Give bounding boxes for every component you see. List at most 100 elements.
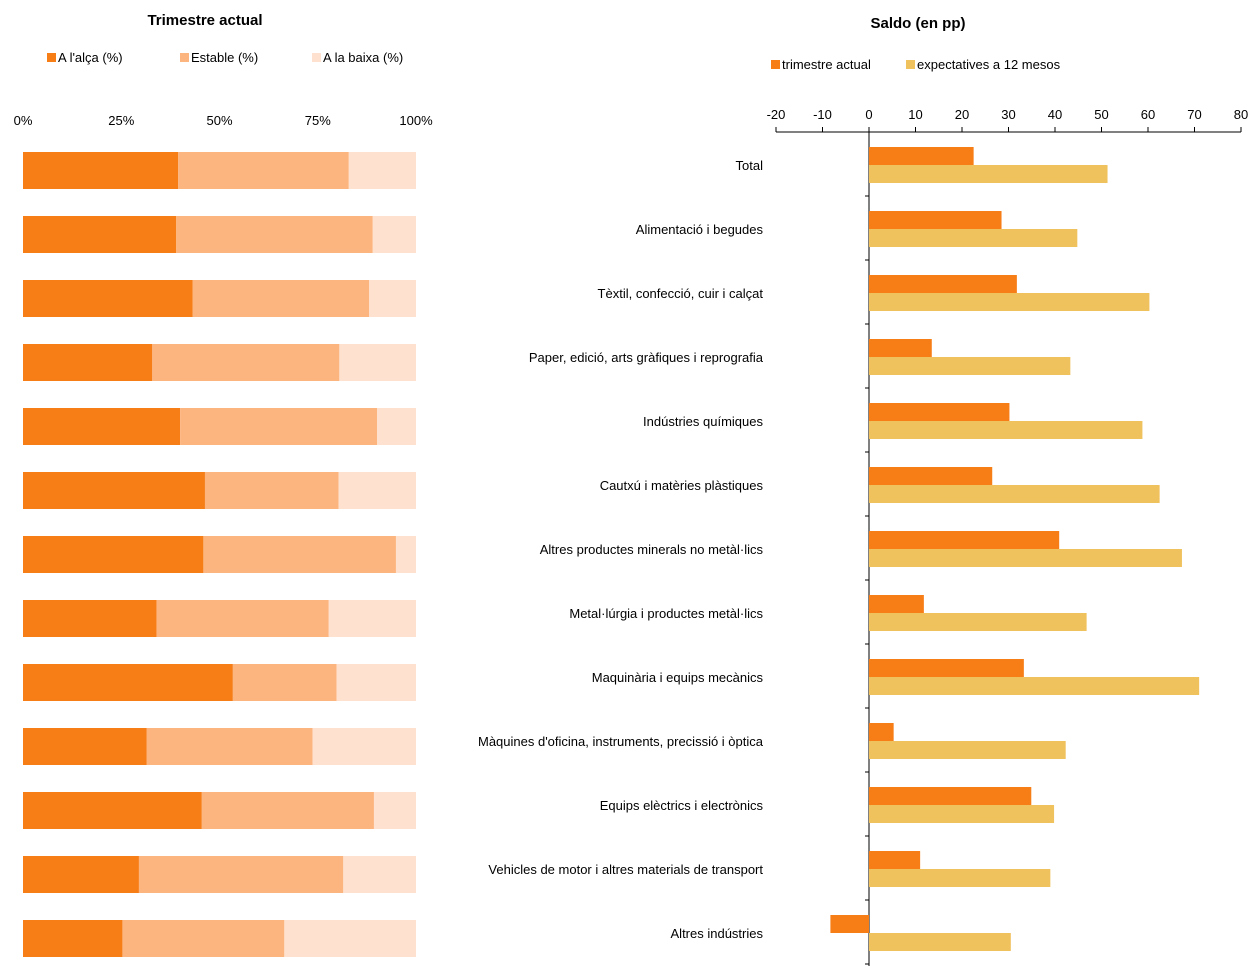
category-label: Paper, edició, arts gràfiques i reprogra… [529, 350, 764, 365]
legend-label-actual: trimestre actual [782, 57, 871, 72]
bar-expectatives [869, 933, 1011, 951]
category-label: Cautxú i matèries plàstiques [600, 478, 764, 493]
category-labels: Total Alimentació i begudes Tèxtil, confec… [478, 158, 764, 941]
bar-segment-up [23, 920, 123, 957]
bar-segment-stable [152, 344, 340, 381]
category-label: Total [736, 158, 764, 173]
left-plot-area [23, 152, 416, 957]
bar-trimestre-actual [869, 595, 924, 613]
bar-segment-up [23, 408, 181, 445]
bar-segment-down [312, 728, 416, 765]
bar-trimestre-actual [869, 339, 932, 357]
left-legend: A l'alça (%) Estable (%) A la baixa (%) [47, 50, 403, 65]
legend-swatch-expect [906, 60, 915, 69]
category-label: Metal·lúrgia i productes metàl·lics [569, 606, 763, 621]
bar-segment-stable [146, 728, 313, 765]
bar-trimestre-actual [869, 531, 1060, 549]
legend-label-up: A l'alça (%) [58, 50, 123, 65]
bar-segment-stable [138, 856, 344, 893]
bar-expectatives [869, 357, 1071, 375]
category-label: Indústries químiques [643, 414, 763, 429]
bar-segment-down [369, 280, 416, 317]
bar-expectatives [869, 229, 1078, 247]
bar-expectatives [869, 421, 1143, 439]
bar-segment-up [23, 664, 233, 701]
bar-expectatives [869, 677, 1200, 695]
legend-label-down: A la baixa (%) [323, 50, 403, 65]
right-plot-area [830, 147, 1200, 951]
left-x-axis: 0% 25% 50% 75% 100% [14, 113, 433, 128]
left-tick-label: 50% [206, 113, 232, 128]
legend-swatch-down [312, 53, 321, 62]
bar-segment-down [328, 600, 416, 637]
category-label: Maquinària i equips mecànics [592, 670, 764, 685]
bar-expectatives [869, 549, 1182, 567]
category-label: Alimentació i begudes [636, 222, 764, 237]
bar-segment-down [373, 792, 416, 829]
category-label: Tèxtil, confecció, cuir i calçat [598, 286, 764, 301]
left-tick-label: 75% [305, 113, 331, 128]
category-label: Màquines d'oficina, instruments, preciss… [478, 734, 764, 749]
bar-expectatives [869, 613, 1087, 631]
bar-segment-stable [232, 664, 337, 701]
bar-trimestre-actual [869, 659, 1024, 677]
right-tick-label: 50 [1094, 107, 1108, 122]
bar-segment-stable [176, 216, 373, 253]
bar-segment-stable [180, 408, 378, 445]
left-tick-label: 0% [14, 113, 33, 128]
bar-segment-up [23, 792, 202, 829]
right-tick-label: 70 [1187, 107, 1201, 122]
bar-segment-up [23, 600, 157, 637]
bar-trimestre-actual [869, 403, 1010, 421]
bar-expectatives [869, 293, 1150, 311]
bar-expectatives [869, 741, 1066, 759]
bar-segment-down [339, 344, 416, 381]
bar-segment-up [23, 344, 153, 381]
category-label: Equips elèctrics i electrònics [600, 798, 764, 813]
legend-swatch-stable [180, 53, 189, 62]
bar-segment-down [336, 664, 416, 701]
bar-segment-down [348, 152, 416, 189]
category-label: Altres indústries [671, 926, 764, 941]
right-chart-title: Saldo (en pp) [871, 15, 966, 32]
bar-trimestre-actual [830, 915, 869, 933]
bar-segment-up [23, 472, 205, 509]
bar-segment-stable [204, 472, 339, 509]
bar-segment-stable [122, 920, 285, 957]
left-tick-label: 25% [108, 113, 134, 128]
bar-expectatives [869, 165, 1108, 183]
bar-trimestre-actual [869, 787, 1032, 805]
bar-segment-down [377, 408, 416, 445]
bar-segment-up [23, 728, 147, 765]
bar-trimestre-actual [869, 851, 921, 869]
category-label: Vehicles de motor i altres materials de … [488, 862, 763, 877]
left-chart-title: Trimestre actual [147, 12, 262, 29]
bar-segment-up [23, 216, 177, 253]
bar-segment-down [372, 216, 416, 253]
bar-segment-up [23, 152, 179, 189]
right-legend: trimestre actual expectatives a 12 mesos [771, 57, 1061, 72]
right-tick-label: 60 [1141, 107, 1155, 122]
legend-swatch-actual [771, 60, 780, 69]
bar-segment-up [23, 536, 204, 573]
right-tick-label: 0 [865, 107, 872, 122]
bar-trimestre-actual [869, 275, 1017, 293]
bar-expectatives [869, 485, 1160, 503]
bar-trimestre-actual [869, 467, 993, 485]
bar-trimestre-actual [869, 723, 894, 741]
bar-trimestre-actual [869, 211, 1002, 229]
bar-segment-down [284, 920, 416, 957]
bar-segment-up [23, 280, 193, 317]
right-tick-label: 80 [1234, 107, 1248, 122]
right-tick-label: 40 [1048, 107, 1062, 122]
bar-segment-down [338, 472, 416, 509]
bar-segment-down [343, 856, 416, 893]
bar-segment-down [395, 536, 416, 573]
right-tick-label: -20 [767, 107, 786, 122]
bar-segment-stable [203, 536, 396, 573]
bar-expectatives [869, 869, 1051, 887]
right-tick-label: 30 [1001, 107, 1015, 122]
bar-segment-stable [192, 280, 370, 317]
bar-segment-stable [178, 152, 349, 189]
